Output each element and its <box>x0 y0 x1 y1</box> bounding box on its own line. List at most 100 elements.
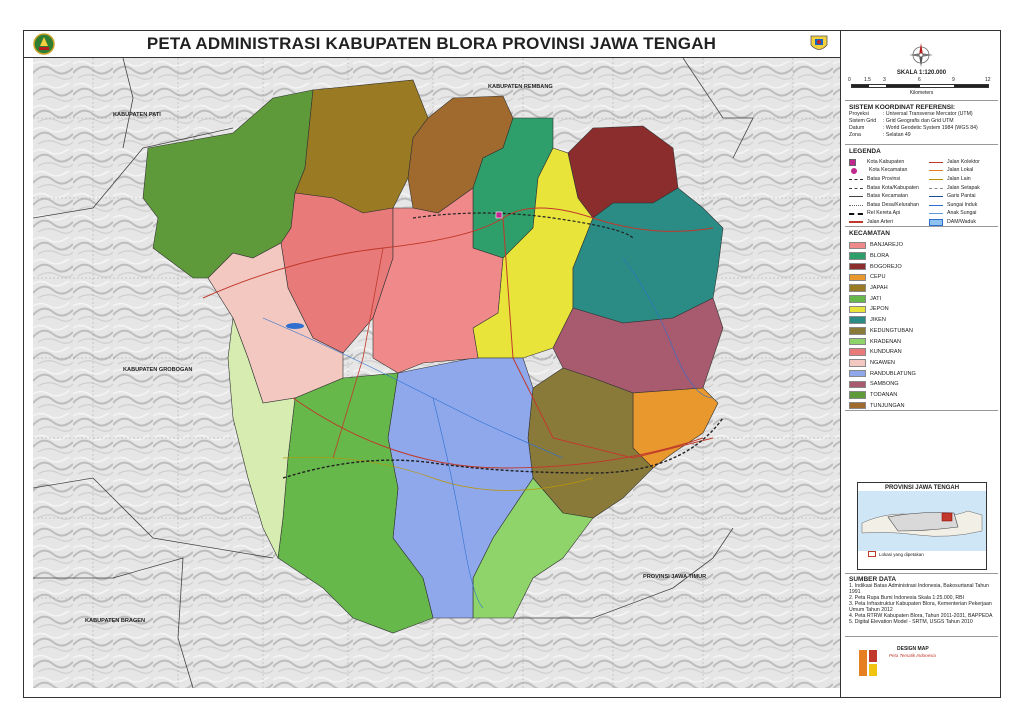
kecamatan-swatch <box>849 380 866 389</box>
reference-row: Datum: World Geodetic System 1984 (WGS 8… <box>849 125 978 131</box>
kecamatan-label: JAPAH <box>870 285 888 292</box>
kecamatan-swatch <box>849 391 866 399</box>
river-network <box>262 257 714 609</box>
jalan-lokal-icon <box>929 170 943 172</box>
divider <box>845 636 998 637</box>
neighbour-boundaries <box>33 58 754 688</box>
kecamatan-legend-item: BANJAREJO <box>849 240 999 251</box>
kecamatan-legend-item: BOGOREJO <box>849 261 999 272</box>
dam-waduk-icon <box>929 218 943 226</box>
scale-tick: 1.5 <box>864 77 871 83</box>
scale-bar <box>851 84 989 88</box>
jalan-kolektor-icon <box>929 161 943 163</box>
sources-heading: SUMBER DATA <box>849 576 897 583</box>
title-bar: PETA ADMINISTRASI KABUPATEN BLORA PROVIN… <box>23 30 840 58</box>
source-item: 1. Indikasi Batas Administrasi Indonesia… <box>849 583 990 595</box>
kecamatan-label: KEDUNGTUBAN <box>870 327 913 334</box>
batas-kabupaten-icon <box>849 187 863 189</box>
kecamatan-swatch <box>849 262 866 271</box>
kecamatan-swatch <box>849 401 866 410</box>
legend-item: Jalan Kolektor <box>929 158 999 167</box>
reservoir-icon <box>286 323 304 329</box>
kecamatan-banjarejo[interactable] <box>372 187 504 374</box>
batas-desa-icon <box>849 204 863 206</box>
divider <box>845 573 998 574</box>
scale-tick: 12 <box>985 77 991 83</box>
jalan-setapak-icon <box>929 187 943 189</box>
source-item: 5. Digital Elevation Model - SRTM, USGS … <box>849 619 973 625</box>
kecamatan-swatch <box>849 369 866 378</box>
reference-row: Sistem Grid: Grid Geografis dan Grid UTM <box>849 118 954 124</box>
kecamatan-legend-item: RANDUBLATUNG <box>849 368 999 379</box>
scale-unit: Kilometers <box>909 90 934 96</box>
kecamatan-legend-item: KRADENAN <box>849 336 999 347</box>
kecamatan-label: BLORA <box>870 253 889 260</box>
reference-section: SISTEM KOORDINAT REFERENSI: Proyeksi: Un… <box>849 104 999 139</box>
kecamatan-swatch <box>849 348 866 356</box>
kecamatan-label: RANDUBLATUNG <box>870 370 916 377</box>
kecamatan-label: JATI <box>870 295 882 302</box>
kecamatan-legend-item: JEPON <box>849 304 999 315</box>
label-kab-pati: KABUPATEN PATI <box>113 112 161 118</box>
kecamatan-swatch <box>849 359 866 367</box>
scale-tick: 0 <box>848 77 851 83</box>
kecamatan-legend-item: JAPAH <box>849 283 999 294</box>
sungai-induk-icon <box>929 204 943 206</box>
inset-caption-row: Lokasi yang dipetakan <box>868 551 986 557</box>
divider <box>845 100 998 101</box>
divider <box>845 144 998 145</box>
road-network <box>202 207 714 491</box>
source-item: 3. Peta Infrastruktur Kabupaten Blora, K… <box>849 601 992 613</box>
kecamatan-legend-item: JIKEN <box>849 315 999 326</box>
scale-tick: 3 <box>883 77 886 83</box>
legend-item: Jalan Setapak <box>929 184 999 193</box>
kecamatan-legend-item: JATI <box>849 293 999 304</box>
legend-panel: SKALA 1:120.000 0 1.5 3 6 9 12 Kilometer… <box>840 30 1002 698</box>
kecamatan-swatch <box>849 337 866 346</box>
kota-kabupaten-marker-icon[interactable] <box>495 211 503 219</box>
kecamatan-swatch <box>849 305 866 314</box>
kecamatan-label: TODANAN <box>870 391 898 398</box>
jateng-logo-icon <box>810 35 828 50</box>
kecamatan-label: TUNJUNGAN <box>870 402 905 409</box>
kecamatan-label: CEPU <box>870 274 886 281</box>
divider <box>845 226 998 227</box>
map-title: PETA ADMINISTRASI KABUPATEN BLORA PROVIN… <box>146 34 717 53</box>
railway-line-north <box>412 212 634 239</box>
batas-provinsi-icon <box>849 178 863 180</box>
kota-kabupaten-icon <box>849 158 856 166</box>
legend-item: Rel Kereta Api <box>849 210 929 219</box>
kecamatan-label: BOGOREJO <box>870 263 902 270</box>
legend-col-right: Jalan Kolektor Jalan Lokal Jalan Lain Ja… <box>929 158 999 227</box>
batas-kecamatan-icon <box>849 196 863 198</box>
inset-map[interactable]: PROVINSI JAWA TENGAH Lokasi yang dipetak… <box>857 482 987 570</box>
kecamatan-swatch <box>849 316 866 324</box>
kecamatan-legend-item: KUNDURAN <box>849 347 999 358</box>
kecamatan-ngawen-south[interactable] <box>227 317 296 560</box>
legend-item: Kota Kecamatan <box>849 167 929 176</box>
design-credit: DESIGN MAP Peta Tematik Indonesia <box>857 642 987 692</box>
legend-item: Batas Provinsi <box>849 175 929 184</box>
legend-col-left: Kota Kabupaten Kota Kecamatan Batas Prov… <box>849 158 929 227</box>
map-canvas[interactable]: KABUPATEN PATI KABUPATEN REMBANG KABUPAT… <box>33 58 840 688</box>
legend-item: Kota Kabupaten <box>849 158 929 167</box>
kota-kecamatan-icon <box>851 167 857 174</box>
inset-location-icon <box>941 512 953 522</box>
kecamatan-swatch <box>849 327 866 335</box>
legend-item: Batas Desa/Kelurahan <box>849 201 929 210</box>
legend-item: Jalan Arteri <box>849 218 929 227</box>
kecamatan-label: SAMBONG <box>870 381 899 388</box>
legend-item: Batas Kota/Kabupaten <box>849 184 929 193</box>
jalan-arteri-icon <box>849 221 863 224</box>
source-item: 2. Peta Rupa Bumi Indonesia Skala 1:25.0… <box>849 595 965 601</box>
kecamatan-label: BANJAREJO <box>870 242 903 249</box>
kecamatan-legend-item: BLORA <box>849 251 999 262</box>
kecamatan-legend-item: NGAWEN <box>849 358 999 369</box>
label-kab-grobogan: KABUPATEN GROBOGAN <box>123 367 192 373</box>
reference-heading: SISTEM KOORDINAT REFERENSI: <box>849 104 956 111</box>
map-frame <box>23 30 1001 698</box>
design-heading: DESIGN MAP <box>897 646 929 652</box>
inset-heading: PROVINSI JAWA TENGAH <box>884 485 960 491</box>
garis-pantai-icon <box>929 196 943 198</box>
label-kab-bragen: KABUPATEN BRAGEN <box>85 618 145 624</box>
